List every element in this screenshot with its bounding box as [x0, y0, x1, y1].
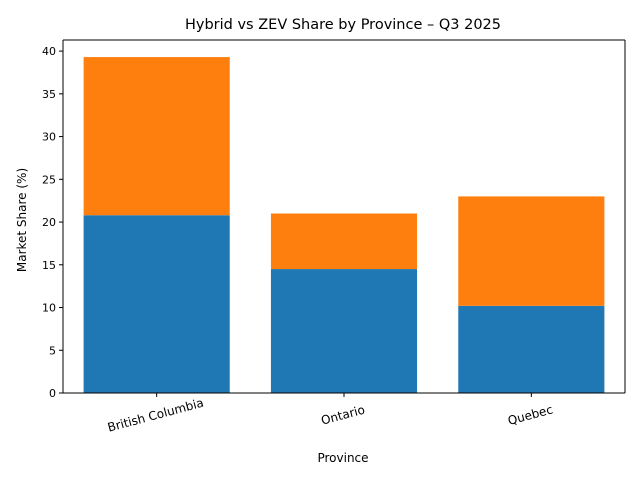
- bars-layer: [83, 57, 605, 393]
- bar-series1-ontario: [270, 269, 418, 393]
- x-axis-label: Province: [317, 451, 368, 465]
- bar-series2-ontario: [270, 213, 418, 270]
- y-tick-label: 10: [42, 302, 56, 315]
- y-tick-label: 30: [42, 131, 56, 144]
- bar-series2-quebec: [458, 196, 605, 306]
- y-tick-label: 25: [42, 173, 56, 186]
- y-tick-label: 5: [49, 344, 56, 357]
- bar-series2-british-columbia: [83, 57, 230, 216]
- chart-title: Hybrid vs ZEV Share by Province – Q3 202…: [185, 17, 501, 33]
- bar-series1-quebec: [458, 305, 605, 393]
- y-axis-label: Market Share (%): [15, 168, 29, 272]
- y-tick-label: 15: [42, 259, 56, 272]
- bar-series1-british-columbia: [83, 215, 230, 393]
- y-tick-label: 0: [49, 387, 56, 400]
- y-ticks: 0 5 10 15 20 25 30 35 40: [42, 45, 63, 400]
- y-tick-label: 20: [42, 216, 56, 229]
- y-tick-label: 35: [42, 88, 56, 101]
- y-tick-label: 40: [42, 45, 56, 58]
